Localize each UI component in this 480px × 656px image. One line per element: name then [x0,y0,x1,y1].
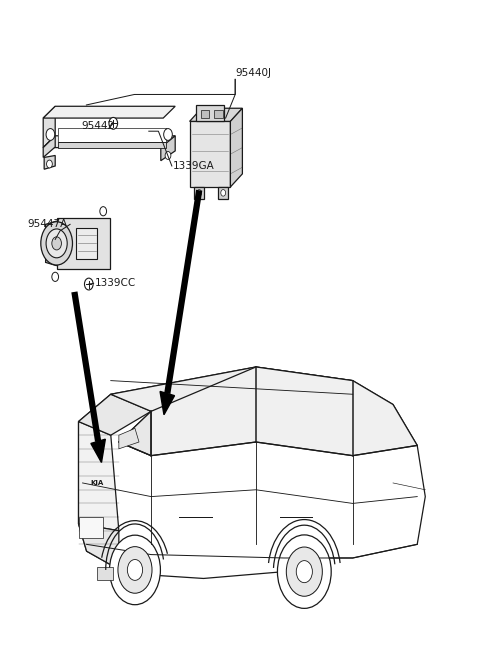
Circle shape [52,237,61,250]
Polygon shape [161,136,175,161]
Polygon shape [44,155,55,169]
Polygon shape [119,428,139,449]
Polygon shape [58,128,166,136]
Polygon shape [160,392,175,415]
Text: KIA: KIA [90,480,103,486]
Circle shape [197,190,202,196]
Polygon shape [79,367,425,579]
Circle shape [109,117,118,129]
FancyBboxPatch shape [79,517,103,537]
Circle shape [100,207,107,216]
Polygon shape [196,105,224,121]
Circle shape [118,546,152,593]
Polygon shape [91,439,105,462]
Circle shape [221,190,226,196]
Circle shape [84,278,93,290]
Circle shape [52,272,59,281]
Circle shape [277,535,331,608]
Text: 95440J: 95440J [235,68,271,79]
Polygon shape [194,187,204,199]
Polygon shape [46,221,57,266]
Circle shape [296,561,312,583]
Polygon shape [230,108,242,187]
FancyBboxPatch shape [201,110,209,118]
Polygon shape [79,394,151,435]
Text: 1339CC: 1339CC [95,278,136,289]
Text: 95447A: 95447A [28,219,68,230]
Polygon shape [190,108,242,121]
Circle shape [46,229,67,258]
Circle shape [109,535,160,605]
Circle shape [164,129,172,140]
Circle shape [286,547,323,596]
Circle shape [41,222,72,265]
Polygon shape [43,106,55,148]
Polygon shape [58,142,166,148]
Circle shape [46,129,55,140]
FancyBboxPatch shape [214,110,223,118]
Circle shape [47,160,52,168]
Polygon shape [43,106,175,118]
Polygon shape [79,524,119,565]
Polygon shape [111,367,353,411]
Polygon shape [43,136,55,157]
Polygon shape [79,422,119,531]
FancyBboxPatch shape [190,121,230,187]
Polygon shape [119,367,417,456]
Text: 1339GA: 1339GA [173,161,215,171]
Polygon shape [119,411,151,456]
Circle shape [165,152,171,159]
Text: 95442: 95442 [82,121,115,131]
FancyBboxPatch shape [76,228,97,259]
Circle shape [127,560,143,581]
FancyBboxPatch shape [96,567,113,580]
Polygon shape [218,187,228,199]
Polygon shape [58,128,166,142]
Polygon shape [43,136,175,148]
FancyBboxPatch shape [57,218,110,269]
